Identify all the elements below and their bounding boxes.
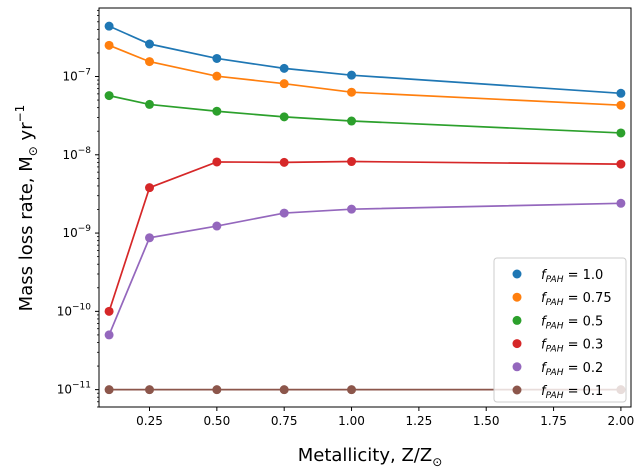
data-point	[104, 306, 114, 316]
series-line	[108, 160, 621, 312]
x-axis-label: Metallicity, Z/Z⊙	[298, 445, 443, 469]
data-point	[145, 57, 155, 67]
data-point	[279, 79, 289, 89]
data-point	[212, 106, 222, 116]
legend-label: fPAH = 0.2	[541, 361, 603, 378]
x-tick-label: 0.25	[136, 414, 163, 428]
data-point	[616, 128, 626, 138]
data-point	[104, 40, 114, 50]
y-tick-label: 10−7	[62, 68, 91, 84]
data-point	[616, 198, 626, 208]
data-point	[279, 385, 289, 395]
data-point	[279, 208, 289, 218]
legend: fPAH = 1.0 fPAH = 0.75 fPAH = 0.5 fPAH = 0.…	[493, 257, 627, 403]
data-point	[104, 91, 114, 101]
data-point	[347, 87, 357, 97]
data-point	[104, 330, 114, 340]
legend-marker	[512, 339, 522, 349]
y-tick-label: 10−11	[57, 381, 91, 397]
data-point	[616, 100, 626, 110]
data-point	[212, 221, 222, 231]
data-point	[279, 157, 289, 167]
data-point	[279, 63, 289, 73]
data-point	[104, 385, 114, 395]
data-point	[104, 21, 114, 31]
plot-marks	[104, 21, 626, 395]
data-point	[616, 88, 626, 98]
x-tick-label: 0.50	[203, 414, 230, 428]
series-line	[108, 202, 621, 336]
data-point	[212, 157, 222, 167]
data-point	[212, 71, 222, 81]
legend-marker	[512, 385, 522, 395]
y-tick-label: 10−9	[62, 224, 91, 240]
y-axis-ticks: 10−11 10−10 10−9 10−8 10−7	[57, 9, 99, 408]
data-point	[279, 112, 289, 122]
data-point	[212, 385, 222, 395]
data-point	[347, 157, 357, 167]
x-tick-label: 1.75	[540, 414, 567, 428]
x-tick-label: 2.00	[608, 414, 635, 428]
legend-marker	[512, 292, 522, 302]
x-tick-label: 0.75	[271, 414, 298, 428]
plot-frame	[98, 7, 632, 408]
x-axis-ticks: 0.25 0.50 0.75 1.00 1.25 1.50 1.75 2.00	[136, 407, 634, 428]
data-point	[145, 233, 155, 243]
data-point	[347, 116, 357, 126]
legend-label: fPAH = 0.75	[541, 291, 612, 308]
legend-marker	[512, 269, 522, 279]
data-point	[145, 99, 155, 109]
legend-marker	[512, 315, 522, 325]
series-line	[108, 44, 621, 107]
legend-label: fPAH = 0.5	[541, 314, 603, 331]
data-point	[347, 70, 357, 80]
y-tick-label: 10−10	[57, 302, 92, 318]
y-tick-label: 10−8	[62, 146, 91, 162]
series-line	[108, 25, 621, 95]
data-point	[347, 385, 357, 395]
data-point	[145, 183, 155, 193]
x-tick-label: 1.25	[406, 414, 433, 428]
x-tick-label: 1.00	[338, 414, 365, 428]
legend-label: fPAH = 0.3	[541, 338, 603, 355]
y-axis-label: Mass loss rate, M⊙ yr−1	[13, 105, 40, 312]
data-point	[145, 39, 155, 49]
data-point	[616, 159, 626, 169]
data-point	[145, 385, 155, 395]
legend-marker	[512, 362, 522, 372]
series-line	[108, 94, 621, 134]
x-tick-label: 1.50	[473, 414, 500, 428]
data-point	[347, 204, 357, 214]
legend-label: fPAH = 0.1	[541, 384, 603, 401]
data-point	[212, 53, 222, 63]
legend-box	[493, 257, 627, 403]
legend-label: fPAH = 1.0	[541, 268, 603, 285]
